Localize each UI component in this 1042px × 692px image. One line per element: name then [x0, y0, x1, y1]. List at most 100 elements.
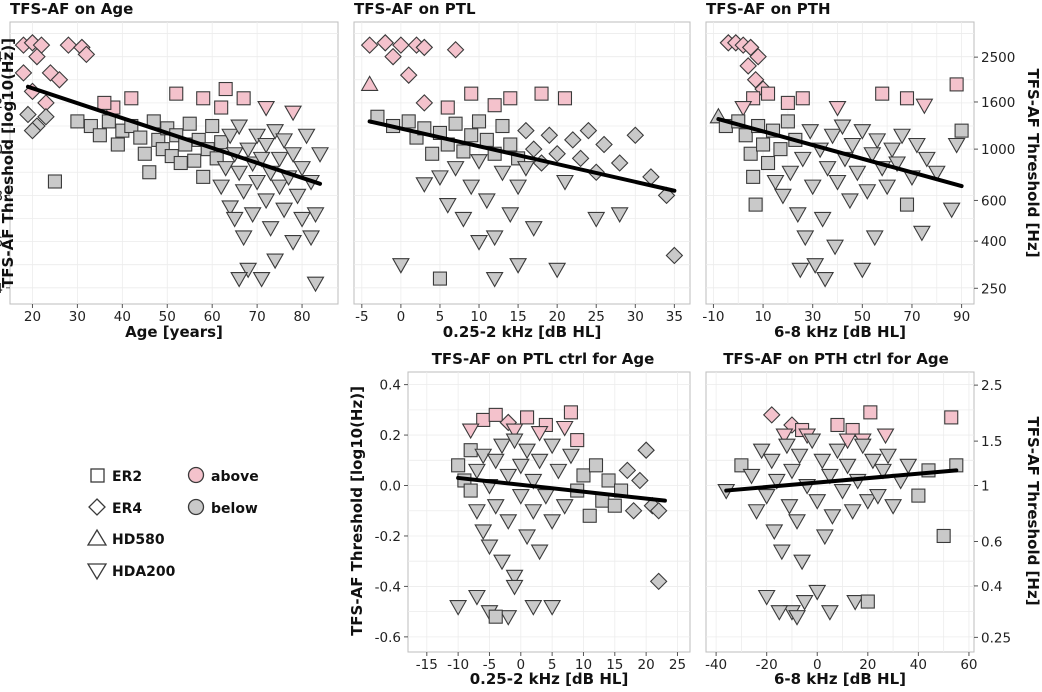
point-triangle-down-below [788, 514, 806, 530]
point-square-above [440, 100, 455, 115]
point-square-below [582, 508, 597, 523]
point-triangle-down-below [781, 165, 800, 182]
point-triangle-down-below [524, 504, 543, 520]
point-triangle-down-below [927, 165, 946, 182]
point-triangle-down-above [505, 423, 524, 440]
panel-pth-ctrl-xlabel: 6-8 kHz [dB HL] [774, 670, 906, 688]
above-circle-icon [187, 466, 205, 484]
square-marker-icon [90, 468, 105, 483]
point-triangle-down-below [415, 177, 434, 193]
point-square-below [576, 468, 591, 483]
point-square-below [760, 155, 776, 171]
panel-ptl-ctrl-title: TFS-AF on PTL ctrl for Age [432, 350, 655, 368]
point-square-below [182, 116, 197, 131]
point-triangle-down-below [773, 188, 792, 205]
point-square-above [760, 86, 776, 101]
point-triangle-down-below [486, 499, 505, 515]
point-diamond-below [579, 121, 598, 140]
point-triangle-down-below [431, 170, 449, 186]
x-tick-label: 60 [960, 657, 977, 673]
point-triangle-down-below [803, 433, 822, 450]
x-tick-label: 70 [249, 309, 266, 325]
legend-label-er4: ER4 [112, 501, 142, 517]
point-square-below [734, 458, 749, 473]
point-triangle-down-below [284, 147, 303, 163]
point-diamond-above [762, 406, 781, 424]
panel-pth: TFS-AF on PTH -10 10 30 50 70 90 250 400 600 1000… [702, 0, 1042, 341]
point-triangle-down-above [838, 433, 857, 450]
legend-label-hd580: HD580 [112, 532, 165, 548]
point-triangle-down-below [485, 230, 504, 247]
point-triangle-down-below [248, 174, 267, 191]
point-triangle-down-above [284, 105, 303, 122]
point-triangle-down-below [477, 193, 496, 210]
point-triangle-down-below [270, 179, 289, 196]
point-square-below [196, 169, 211, 184]
x-tick-label: 90 [953, 309, 970, 325]
x-tick-label: 10 [754, 309, 771, 325]
x-tick-label: -5 [483, 657, 496, 673]
x-tick-label: 70 [903, 309, 920, 325]
x-tick-label: 50 [854, 309, 871, 325]
point-triangle-down-below [543, 514, 562, 530]
point-triangle-down-below [549, 463, 568, 480]
point-triangle-down-below [790, 448, 809, 465]
point-square-below [588, 458, 604, 473]
point-triangle-down-below [252, 151, 271, 168]
point-triangle-down-below [516, 161, 535, 177]
point-diamond-below [517, 121, 535, 140]
point-square-below [743, 146, 758, 161]
point-triangle-down-below [499, 468, 518, 485]
panel-ptl: TFS-AF on PTL -5 0 5 10 15 20 25 30 35 0.25-2 kH… [353, 0, 691, 341]
point-triangle-down-below [853, 438, 872, 455]
point-triangle-down-below [530, 453, 549, 470]
y-tick-label: 0.4 [380, 378, 401, 394]
point-triangle-down-above [461, 423, 480, 440]
y-tick-label: -0.4 [375, 579, 401, 595]
point-triangle-down-below [311, 147, 329, 163]
y-tick-label: 2.4 [0, 281, 3, 297]
point-square-below [503, 137, 518, 152]
point-triangle-down-below [543, 438, 562, 455]
panel-ptl-trend-line [367, 119, 677, 193]
point-triangle-down-below [788, 207, 807, 223]
point-triangle-down-below [853, 124, 872, 140]
panel-pth-points [709, 34, 969, 288]
point-diamond-above [749, 47, 767, 66]
point-diamond-above [415, 38, 434, 57]
point-triangle-down-below [391, 258, 410, 274]
point-triangle-down-below [524, 473, 543, 490]
y-tick-label: 1.5 [981, 434, 1002, 450]
x-tick-label: 10 [470, 309, 487, 325]
point-triangle-down-below [230, 165, 249, 182]
point-triangle-down-below [518, 529, 537, 546]
point-triangle-down-below [793, 554, 812, 571]
legend-label-er2: ER2 [112, 469, 142, 485]
point-diamond-below [649, 501, 668, 520]
y-tick-label: 2.6 [0, 235, 3, 251]
point-triangle-down-below [846, 594, 865, 611]
point-square-below [432, 271, 448, 286]
point-triangle-down-below [610, 207, 629, 223]
panel-age-trend-line [25, 84, 323, 186]
point-square-above [520, 410, 535, 425]
y-tick-label: 2.5 [981, 378, 1002, 394]
legend-label-below: below [211, 501, 258, 517]
point-triangle-down-below [555, 499, 574, 515]
panel-age-ticks: 20 30 40 50 60 70 80 2.4 2.6 2.8 3.0 3.2 3.4 [0, 50, 311, 325]
x-tick-label: 30 [804, 309, 821, 325]
point-triangle-down-below [828, 443, 847, 460]
point-triangle-down-below [561, 448, 580, 465]
x-tick-label: 15 [606, 657, 623, 673]
point-square-below [780, 114, 795, 129]
triangle-up-marker-icon [86, 528, 108, 546]
point-triangle-down-below [467, 589, 486, 606]
point-square-above [503, 91, 518, 106]
point-triangle-down-below [907, 137, 926, 154]
point-triangle-down-below [840, 193, 859, 210]
panel-ptl-ticks: -5 0 5 10 15 20 25 30 35 [355, 304, 683, 325]
point-square-below [133, 130, 148, 145]
point-square-below [773, 142, 788, 157]
point-triangle-down-below [848, 165, 867, 182]
